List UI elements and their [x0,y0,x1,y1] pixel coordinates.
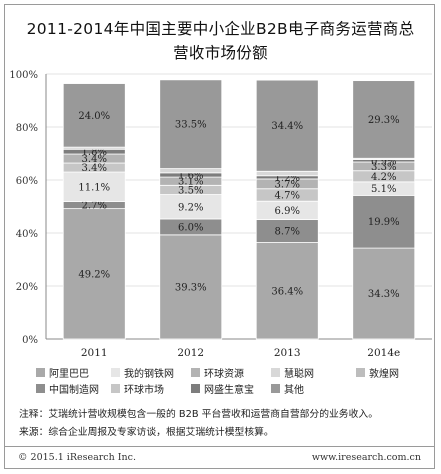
legend-swatch [36,368,45,377]
legend-label: 环球资源 [204,369,244,380]
legend-item: 网盛生意宝 [191,381,254,396]
legend-swatch [356,368,365,377]
data-label: 1.8% [82,147,107,158]
data-label: 0.9% [371,156,396,167]
legend-swatch [36,384,45,393]
x-tick-label: 2011 [81,347,108,359]
data-label: 39.3% [175,282,207,293]
y-tick-label: 60% [16,176,38,187]
legend-item: 其他 [271,381,304,396]
bar-segment [352,247,416,340]
data-label: 6.9% [275,206,300,217]
bar-segment [352,80,416,159]
data-label: 1.2% [275,173,300,184]
legend-label: 敦煌网 [369,369,399,380]
notes: 注释：艾瑞统计营收规模包含一般的 B2B 平台营收和运营商自营部分的业务收入。 … [19,406,378,442]
chart-title-line2: 营收市场份额 [173,44,268,62]
bar-segment [62,171,126,202]
data-label: 11.1% [78,182,110,193]
data-label: 9.2% [178,202,203,213]
legend-item: 中国制造网 [36,381,99,396]
legend-item: 敦煌网 [356,365,399,380]
bar-segment [159,79,223,170]
legend-swatch [111,384,120,393]
legend-swatch [111,368,120,377]
data-label: 3.3% [371,162,396,173]
data-label: 4.2% [371,172,396,183]
note-text: 注释：艾瑞统计营收规模包含一般的 B2B 平台营收和运营商自营部分的业务收入。 [19,409,378,420]
data-label: 8.7% [275,227,300,238]
legend-item: 慧聪网 [271,365,314,380]
bar-segment [255,242,319,340]
legend-swatch [191,384,200,393]
data-label: 34.4% [271,121,303,132]
data-label: 3.1% [178,177,203,188]
y-tick-label: 0% [22,335,38,346]
data-label: 3.5% [178,185,203,196]
x-tick-label: 2012 [177,347,204,359]
legend-swatch [271,368,280,377]
legend-label: 阿里巴巴 [49,369,89,380]
legend-label: 环球市场 [124,385,164,396]
legend-item: 我的钢铁网 [111,365,174,380]
data-label: 19.9% [368,217,400,228]
legend-label: 我的钢铁网 [124,369,174,380]
y-tick-label: 80% [16,123,38,134]
legend-swatch [191,368,200,377]
legend-label: 慧聪网 [284,369,314,380]
data-label: 6.0% [178,222,203,233]
legend-swatch [271,384,280,393]
data-label: 3.7% [275,179,300,190]
bar-segment [159,194,223,220]
y-tick-label: 20% [16,282,38,293]
data-label: 5.1% [371,184,396,195]
source-text: 来源：综合企业周报及专家访谈，根据艾瑞统计模型核算。 [19,427,274,438]
data-label: 29.3% [368,115,400,126]
data-label: 33.5% [175,120,207,131]
legend-label: 其他 [284,385,304,396]
legend-label: 中国制造网 [49,385,99,396]
bar-segment [255,170,319,177]
data-label: 3.4% [82,163,107,174]
data-label: 2.7% [82,201,107,212]
data-label: 49.2% [78,269,110,280]
footer: © 2015.1 iResearch Inc. www.iresearch.co… [4,446,435,469]
data-label: 3.4% [82,154,107,165]
data-label: 1.6% [178,170,203,181]
copyright-text: © 2015.1 iResearch Inc. [18,452,136,463]
chart-title-line1: 2011-2014年中国主要中小企业B2B电子商务运营商总 [26,20,415,38]
data-label: 34.3% [368,289,400,300]
legend-item: 环球资源 [191,365,244,380]
x-tick-label: 2014e [367,347,400,359]
bar-segment [159,234,223,340]
x-tick-label: 2013 [274,347,301,359]
data-label: 24.0% [78,111,110,122]
bar-segment [255,79,319,172]
y-tick-label: 40% [16,229,38,240]
bar-segment [159,168,223,174]
data-label: 36.4% [271,286,303,297]
legend-item: 环球市场 [111,381,164,396]
bar-segment [62,83,126,148]
y-tick-label: 100% [9,70,38,81]
legend-item: 阿里巴巴 [36,365,89,380]
legend-label: 网盛生意宝 [204,385,254,396]
bar-segment [62,208,126,340]
bar-segment [352,194,416,249]
data-label: 4.7% [275,190,300,201]
website-text: www.iresearch.com.cn [311,452,421,463]
